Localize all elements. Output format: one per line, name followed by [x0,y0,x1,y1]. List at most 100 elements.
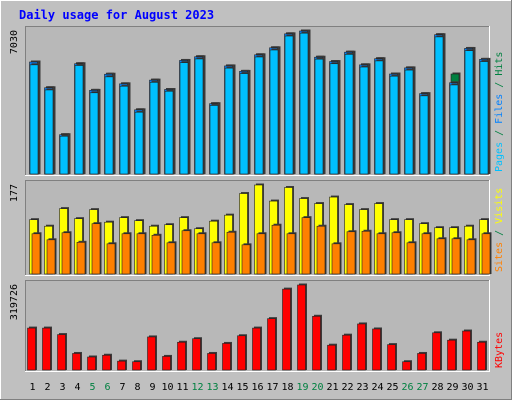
day-label: 14 [221,382,233,393]
kbytes-bar [447,339,456,371]
sites-bar [31,233,41,275]
sites-bar [106,243,116,275]
day-label: 24 [371,382,383,393]
sites-bar [271,224,281,275]
sites-bar [241,244,251,275]
day-label: 28 [431,382,443,393]
pages-bar [224,67,234,175]
sites-bar [331,243,341,275]
pages-bar [284,35,294,175]
pages-bar [104,76,114,175]
kbytes-bar [312,315,321,371]
pages-bar [419,95,429,175]
panel-legend: KBytes [494,332,505,368]
sites-bar [226,231,236,275]
day-label: 11 [176,382,188,393]
kbytes-bar [57,334,66,371]
sites-bar [256,233,266,275]
pages-bar [314,58,324,175]
legend-hits: Hits [494,52,505,76]
legend-sites: Sites [494,242,505,272]
sites-bar [196,233,206,275]
day-label: 9 [149,382,155,393]
legend-slash: / [494,76,505,94]
chart-panels: 7030 Pages / Files / Hits 177 Sites / Visit… [9,26,505,372]
pages-bar [434,36,444,175]
kbytes-bar [207,353,216,371]
pages-bar [44,89,54,175]
kbytes-bar [27,327,36,371]
sites-bar [91,223,101,275]
sites-bar [46,239,56,275]
pages-bar [464,50,474,175]
day-label: 19 [296,382,308,393]
kbytes-bar [477,341,486,371]
pages-bar [134,111,144,175]
sites-bar [316,225,326,275]
panel-legend: Sites / Visits [494,188,505,272]
sites-bar [481,233,491,275]
day-label: 5 [89,382,95,393]
day-label: 3 [59,382,65,393]
pages-bar [344,54,354,175]
panel-max-label: 319726 [9,284,20,320]
pages-bar [254,56,264,175]
kbytes-bar [417,353,426,371]
day-label: 27 [416,382,428,393]
kbytes-bar [132,361,141,371]
kbytes-bar [432,332,441,371]
kbytes-bar [72,353,81,371]
day-label: 21 [326,382,338,393]
sites-bar [211,242,221,275]
legend-kbytes: KBytes [494,332,505,368]
day-label: 23 [356,382,368,393]
day-label: 12 [191,382,203,393]
pages-bar [179,62,189,175]
pages-bar [59,135,69,175]
day-label: 17 [266,382,278,393]
sites-bar [61,232,71,275]
sites-bar [376,233,386,275]
sites-bar [286,233,296,275]
kbytes-bar [162,356,171,371]
pages-bar [29,64,39,175]
pages-bar [404,69,414,175]
kbytes-bar [462,330,471,371]
sites-bar [181,230,191,275]
day-label: 18 [281,382,293,393]
day-label: 30 [461,382,473,393]
pages-bar [479,61,489,175]
x-axis: 1 2 3 4 5 6 7 8 9 10 11 12 13 14 15 16 17 18 19 20 21 22 23 24 2… [29,382,488,393]
sites-bar [406,242,416,275]
panel-max-label: 177 [9,184,20,202]
day-label: 10 [161,382,173,393]
kbytes-bar [177,341,186,371]
legend-slash: / [494,124,505,142]
kbytes-bar [87,356,96,371]
kbytes-bar [327,344,336,371]
day-label: 22 [341,382,353,393]
panel-3: 319726 KBytes [9,280,505,372]
panel-max-label: 7030 [9,30,20,54]
pages-bar [389,75,399,175]
day-label: 7 [119,382,125,393]
legend-files: Files [494,94,505,124]
kbytes-bar [372,328,381,371]
sites-bar [76,242,86,275]
kbytes-bar [387,344,396,371]
kbytes-bar [102,354,111,371]
sites-bar [151,234,161,275]
pages-bar [299,32,309,175]
sites-bar [301,217,311,275]
kbytes-bar [342,334,351,371]
sites-bar [421,233,431,275]
sites-bar [346,231,356,275]
kbytes-bar [147,336,156,371]
day-label: 15 [236,382,248,393]
sites-bar [136,233,146,275]
kbytes-bar [42,327,51,371]
kbytes-bar [117,360,126,371]
pages-bar [164,90,174,175]
sites-bar [391,232,401,275]
